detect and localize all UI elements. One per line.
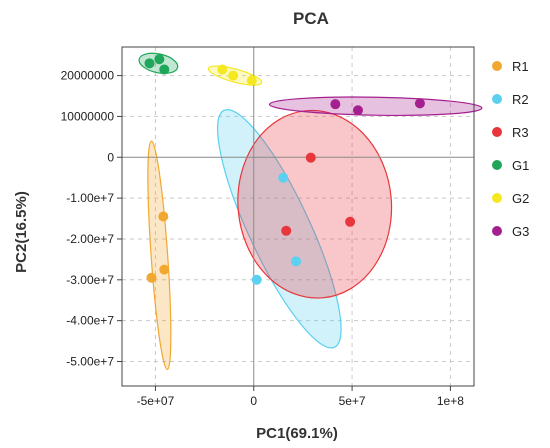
legend-label-r1: R1: [512, 59, 529, 74]
plot-frame: [121, 46, 475, 387]
point-r2: [251, 274, 262, 285]
legend: R1 R2 R3 G1 G2 G3: [492, 59, 529, 239]
zero-lines: [122, 47, 474, 386]
y-tick-label: -4.00e+7: [66, 314, 114, 328]
point-g2: [246, 75, 257, 86]
y-axis-title: PC2(16.5%): [13, 191, 30, 273]
point-g3: [352, 105, 363, 116]
point-r1: [158, 211, 169, 222]
x-tick-label: 5e+7: [339, 394, 366, 408]
y-tick-label: -1.00e+7: [66, 191, 114, 205]
x-tick-label: 1e+8: [437, 394, 464, 408]
point-g1: [154, 54, 165, 65]
point-r3: [305, 152, 316, 163]
y-tick-label: -2.00e+7: [66, 232, 114, 246]
grid: [122, 47, 474, 386]
axis-ticks: -5e+07 0 5e+7 1e+8 20000000 10000000 0 -1.00e+7…: [61, 69, 465, 408]
legend-key-r3: [492, 127, 502, 137]
point-g1: [144, 58, 155, 69]
ellipse-r2: [216, 109, 342, 349]
legend-key-r1: [492, 61, 502, 71]
legend-key-r2: [492, 94, 502, 104]
y-tick-label: 0: [107, 150, 114, 164]
point-r2: [278, 172, 289, 183]
confidence-ellipses: [138, 52, 483, 370]
point-g3: [330, 99, 341, 110]
legend-label-r3: R3: [512, 125, 529, 140]
x-tick-label: 0: [250, 394, 257, 408]
legend-label-g3: G3: [512, 224, 529, 239]
y-tick-label: 10000000: [61, 109, 115, 123]
point-r3: [345, 216, 356, 227]
legend-key-g3: [492, 226, 502, 236]
y-tick-label: -5.00e+7: [66, 354, 114, 368]
chart-title: PCA: [293, 9, 329, 28]
x-tick-label: -5e+07: [137, 394, 175, 408]
ellipse-g3: [268, 96, 483, 116]
legend-key-g1: [492, 160, 502, 170]
point-r1: [159, 264, 170, 275]
point-r3: [281, 225, 292, 236]
data-points: [144, 54, 425, 285]
point-g3: [414, 98, 425, 109]
legend-label-g1: G1: [512, 158, 529, 173]
ellipse-r1: [147, 140, 172, 370]
point-r1: [146, 272, 157, 283]
legend-label-g2: G2: [512, 191, 529, 206]
legend-label-r2: R2: [512, 92, 529, 107]
point-g1: [159, 64, 170, 75]
legend-key-g2: [492, 193, 502, 203]
x-axis-title: PC1(69.1%): [256, 425, 338, 442]
point-r2: [291, 256, 302, 267]
y-tick-label: 20000000: [61, 69, 115, 83]
point-g2: [217, 64, 228, 75]
y-tick-label: -3.00e+7: [66, 273, 114, 287]
point-g2: [228, 70, 239, 81]
